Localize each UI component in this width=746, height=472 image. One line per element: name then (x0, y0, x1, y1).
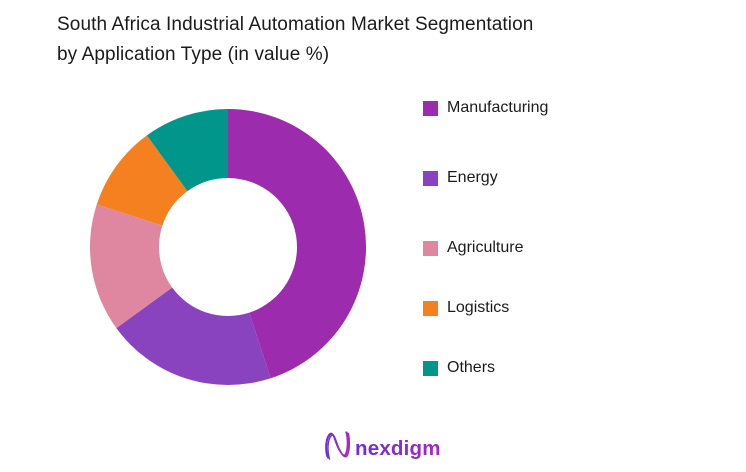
legend-swatch-agriculture (423, 240, 438, 256)
donut-chart (90, 109, 367, 386)
legend-item-logistics: Logistics (423, 298, 643, 318)
legend-label: Others (447, 359, 496, 376)
donut-segment-manufacturing (228, 109, 367, 379)
legend-swatch-energy (423, 170, 438, 186)
chart-title-line-2: by Application Type (in value %) (57, 44, 330, 65)
chart-legend: Manufacturing Energy Agriculture Logisti… (423, 98, 643, 378)
legend-item-agriculture: Agriculture (423, 238, 643, 258)
donut-chart-area (88, 107, 368, 387)
legend-swatch-logistics (423, 300, 438, 316)
legend-item-others: Others (423, 358, 643, 378)
donut-segment-energy (116, 287, 271, 386)
nexdigm-n-mark (325, 431, 351, 460)
nexdigm-logo: nexdigm (325, 431, 440, 460)
nexdigm-wordmark: nexdigm (355, 437, 440, 460)
legend-label: Energy (447, 169, 498, 186)
legend-item-energy: Energy (423, 168, 643, 188)
donut-segment-others (146, 109, 228, 192)
legend-item-manufacturing: Manufacturing (423, 98, 643, 118)
donut-segment-agriculture (90, 204, 173, 329)
legend-label: Logistics (447, 299, 510, 316)
chart-title-line-1: South Africa Industrial Automation Marke… (57, 14, 534, 35)
chart-title: South Africa Industrial Automation Marke… (57, 10, 707, 70)
legend-label: Manufacturing (447, 99, 549, 116)
legend-swatch-others (423, 360, 438, 376)
legend-swatch-manufacturing (423, 100, 438, 116)
donut-segment-logistics (96, 135, 188, 226)
legend-label: Agriculture (447, 239, 524, 256)
